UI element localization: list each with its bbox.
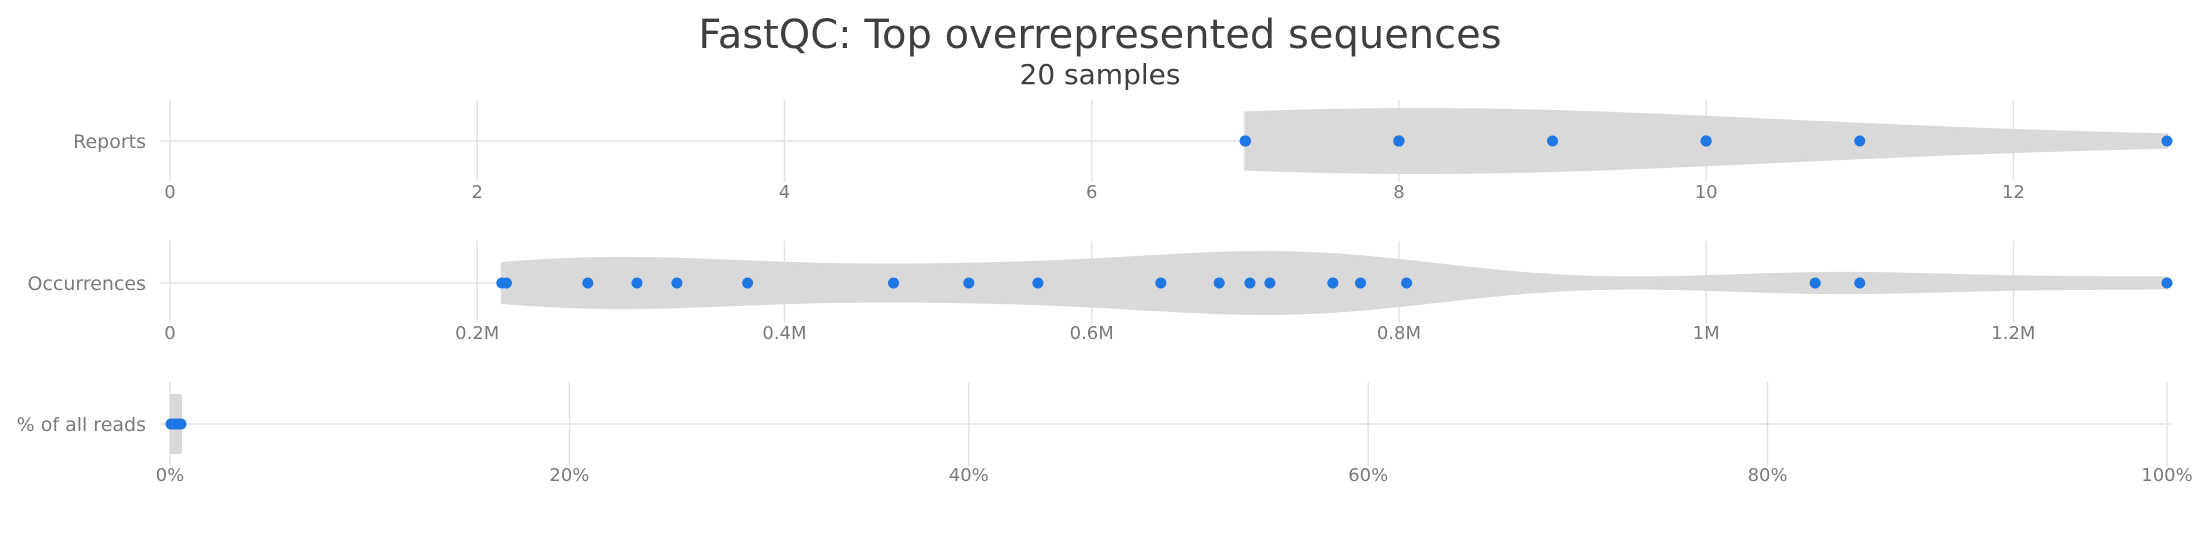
data-point[interactable] bbox=[1239, 135, 1251, 147]
data-point[interactable] bbox=[671, 277, 683, 289]
tick-label: 0 bbox=[164, 323, 175, 344]
tick-label: 12 bbox=[2002, 182, 2025, 203]
tick-label: 0 bbox=[164, 182, 175, 203]
panel-1: 0 2 4 6 8 10 12 Reports bbox=[73, 100, 2173, 203]
data-point[interactable] bbox=[963, 277, 975, 289]
data-point[interactable] bbox=[1700, 135, 1712, 147]
data-point[interactable] bbox=[1264, 277, 1276, 289]
panel-2: 0 0.2M 0.4M 0.6M 0.8M 1M 1.2M Occurrences bbox=[27, 241, 2173, 344]
tick-label: 80% bbox=[1748, 465, 1788, 486]
row-label: % of all reads bbox=[17, 414, 146, 436]
tick-label: 8 bbox=[1393, 182, 1404, 203]
data-point[interactable] bbox=[175, 418, 187, 430]
data-point[interactable] bbox=[1213, 277, 1225, 289]
data-point[interactable] bbox=[1327, 277, 1339, 289]
tick-label: 40% bbox=[949, 465, 989, 486]
tick-label: 0.4M bbox=[762, 323, 806, 344]
chart-title: FastQC: Top overrepresented sequences bbox=[698, 12, 1501, 58]
data-point[interactable] bbox=[500, 277, 512, 289]
data-point[interactable] bbox=[742, 277, 754, 289]
data-point[interactable] bbox=[2161, 277, 2173, 289]
data-point[interactable] bbox=[1854, 135, 1866, 147]
tick-label: 0% bbox=[156, 465, 185, 486]
tick-label: 1M bbox=[1693, 323, 1720, 344]
tick-label: 2 bbox=[472, 182, 483, 203]
tick-label: 0.6M bbox=[1070, 323, 1114, 344]
data-point[interactable] bbox=[1393, 135, 1405, 147]
tick-label: 4 bbox=[779, 182, 790, 203]
data-point[interactable] bbox=[1244, 277, 1256, 289]
row-label: Occurrences bbox=[27, 273, 146, 295]
data-point[interactable] bbox=[1809, 277, 1821, 289]
chart-subtitle: 20 samples bbox=[1020, 58, 1181, 91]
data-point[interactable] bbox=[631, 277, 643, 289]
tick-label: 10 bbox=[1695, 182, 1718, 203]
data-point[interactable] bbox=[888, 277, 900, 289]
data-point[interactable] bbox=[1547, 135, 1559, 147]
data-point[interactable] bbox=[1032, 277, 1044, 289]
tick-label: 0.2M bbox=[455, 323, 499, 344]
tick-label: 0.8M bbox=[1377, 323, 1421, 344]
tick-label: 100% bbox=[2141, 465, 2192, 486]
tick-label: 60% bbox=[1348, 465, 1388, 486]
panels: 0 2 4 6 8 10 12 Reports 0 0.2M 0.4M 0.6M 0.8M 1M 1.2M O… bbox=[17, 100, 2193, 486]
row-label: Reports bbox=[73, 131, 146, 153]
data-point[interactable] bbox=[1854, 277, 1866, 289]
panel-3: 0% 20% 40% 60% 80% 100% % of all reads bbox=[17, 382, 2193, 486]
data-point[interactable] bbox=[2161, 135, 2173, 147]
data-point[interactable] bbox=[1355, 277, 1367, 289]
tick-label: 20% bbox=[549, 465, 589, 486]
data-point[interactable] bbox=[1401, 277, 1413, 289]
tick-label: 1.2M bbox=[1991, 323, 2035, 344]
data-point[interactable] bbox=[1155, 277, 1167, 289]
data-point[interactable] bbox=[582, 277, 594, 289]
tick-label: 6 bbox=[1086, 182, 1097, 203]
